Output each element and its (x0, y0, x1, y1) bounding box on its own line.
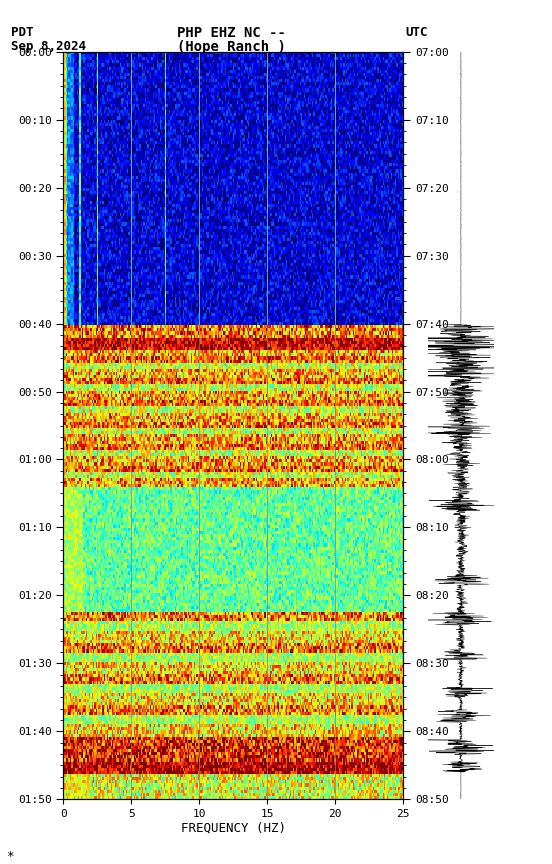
Text: PDT: PDT (11, 26, 34, 39)
Text: *: * (6, 849, 13, 862)
Text: Sep 8,2024: Sep 8,2024 (11, 40, 86, 53)
Text: PHP EHZ NC --: PHP EHZ NC -- (177, 26, 286, 40)
X-axis label: FREQUENCY (HZ): FREQUENCY (HZ) (181, 822, 286, 835)
Text: (Hope Ranch ): (Hope Ranch ) (177, 40, 286, 54)
Text: UTC: UTC (406, 26, 428, 39)
